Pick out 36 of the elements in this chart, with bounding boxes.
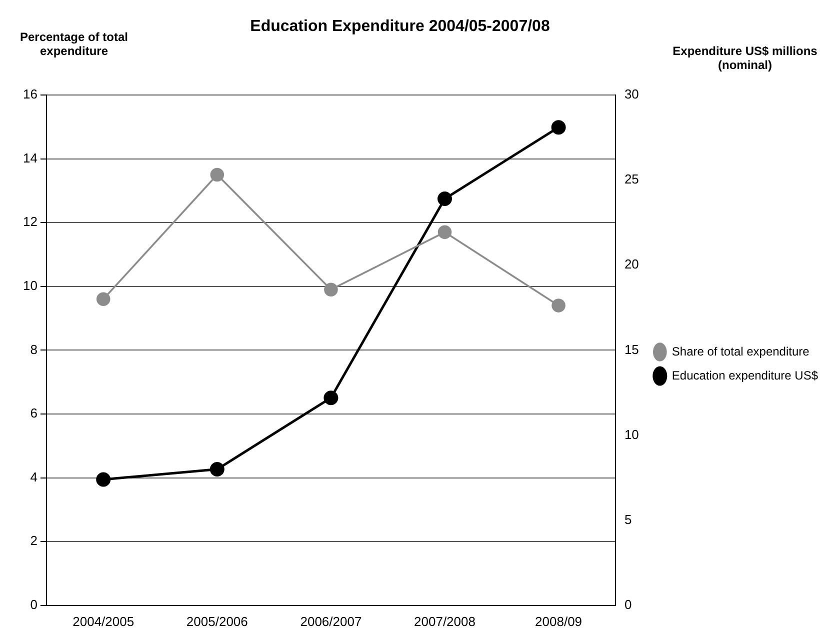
point xyxy=(324,282,338,296)
y2-tick-label: 25 xyxy=(624,172,639,187)
x-tick-label: 2004/2005 xyxy=(72,614,134,629)
y2-tick-label: 15 xyxy=(624,342,639,357)
y-tick-label: 0 xyxy=(30,596,38,612)
x-tick-label: 2006/2007 xyxy=(300,614,362,629)
y-tick-label: 8 xyxy=(30,342,38,357)
legend-label: Education expenditure US$ xyxy=(672,368,818,382)
x-tick-label: 2008/09 xyxy=(535,614,582,629)
y2-tick-label: 30 xyxy=(624,86,639,102)
point xyxy=(96,292,110,306)
y2-tick-label: 5 xyxy=(624,512,632,527)
point xyxy=(210,168,224,182)
y2-tick-label: 10 xyxy=(624,426,639,442)
y-tick-label: 14 xyxy=(22,150,38,166)
point xyxy=(438,192,452,206)
y-tick-label: 12 xyxy=(22,214,38,230)
y-tick-label: 2 xyxy=(30,533,38,548)
y-tick-label: 16 xyxy=(22,86,38,102)
chart-title: Education Expenditure 2004/05-2007/08 xyxy=(249,18,551,36)
point xyxy=(551,120,566,135)
y-tick-label: 10 xyxy=(22,278,38,293)
y-tick-label: 6 xyxy=(30,406,38,421)
point xyxy=(552,298,566,312)
point xyxy=(96,472,111,487)
point xyxy=(438,225,452,240)
x-tick-label: 2007/2008 xyxy=(414,614,476,629)
x-tick-label: 2005/2006 xyxy=(186,614,248,629)
y2-axis-title: Expenditure US$ millions (nominal) xyxy=(672,44,818,72)
y2-tick-label: 20 xyxy=(624,256,639,272)
y2-tick-label: 0 xyxy=(624,596,632,612)
legend-label: Share of total expenditure xyxy=(672,344,810,358)
point xyxy=(324,390,338,406)
y-tick-label: 4 xyxy=(30,469,38,484)
y-axis-title: Percentage of total expenditure xyxy=(18,30,130,58)
point xyxy=(210,462,224,477)
